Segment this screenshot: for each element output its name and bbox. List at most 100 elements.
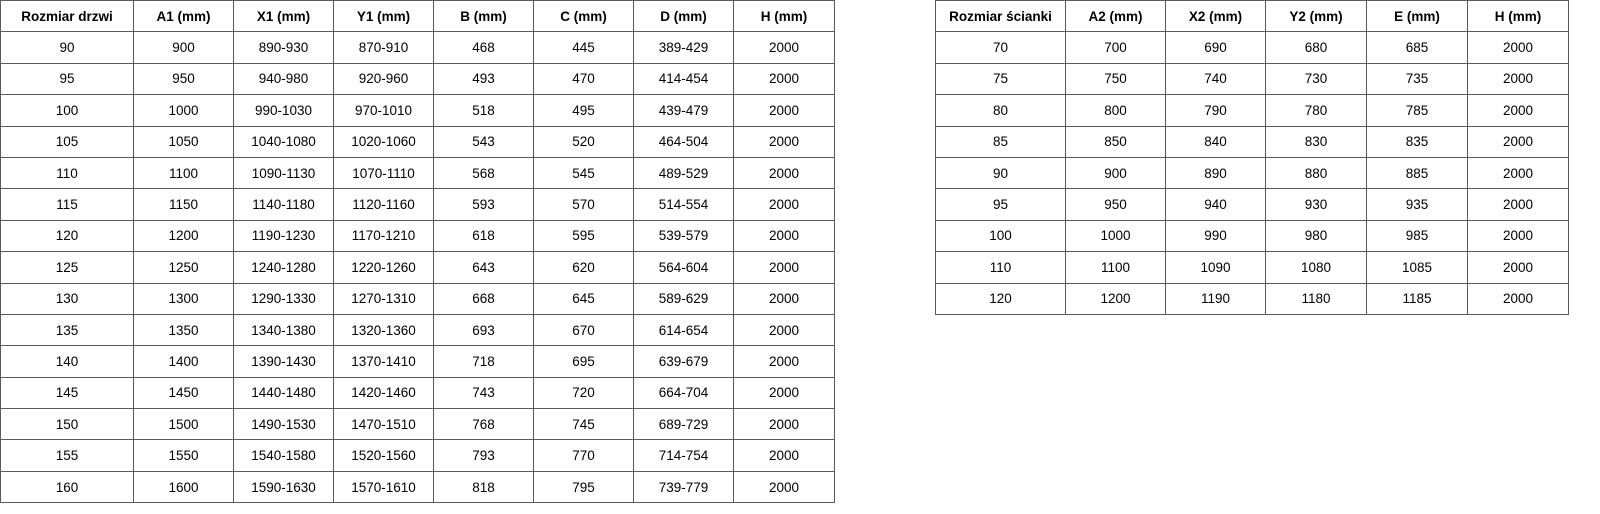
table-cell: 493: [433, 62, 534, 96]
table-cell: 1070-1110: [333, 156, 434, 190]
table-cell: 95: [0, 62, 134, 96]
table-cell: 389-429: [633, 31, 734, 64]
door-size-table: Rozmiar drzwi A1 (mm) X1 (mm) Y1 (mm) B (mm)…: [0, 0, 835, 504]
table-cell: 140: [0, 345, 134, 378]
table-cell: 75: [935, 62, 1066, 96]
table-cell: 885: [1366, 156, 1468, 190]
table-cell: 1150: [133, 188, 234, 221]
table-cell: 2000: [733, 125, 835, 158]
table-cell: 520: [533, 125, 634, 158]
table-cell: 2000: [1467, 282, 1569, 315]
table-cell: 1570-1610: [333, 470, 434, 504]
table-row: 70 700 690 680 685 2000: [935, 31, 1569, 64]
table-cell: 2000: [1467, 94, 1569, 127]
table-row: 90 900 890-930 870-910 468 445 389-429 2000: [0, 31, 835, 64]
table-row: 105 1050 1040-1080 1020-1060 543 520 464-504 20…: [0, 125, 835, 158]
table-cell: 890-930: [233, 31, 334, 64]
table-cell: 790: [1165, 94, 1266, 127]
table-cell: 568: [433, 156, 534, 190]
table-cell: 2000: [1467, 125, 1569, 158]
table-cell: 1085: [1366, 251, 1468, 284]
table-row: 95 950 940-980 920-960 493 470 414-454 2000: [0, 62, 835, 96]
table-row: 115 1150 1140-1180 1120-1160 593 570 514-554 20…: [0, 188, 835, 221]
table-cell: 95: [935, 188, 1066, 221]
table-cell: 1185: [1366, 282, 1468, 315]
table-cell: 2000: [1467, 219, 1569, 253]
table-cell: 1440-1480: [233, 376, 334, 410]
table-cell: 2000: [733, 313, 835, 347]
table-cell: 2000: [733, 376, 835, 410]
table-cell: 1350: [133, 313, 234, 347]
table-cell: 2000: [733, 94, 835, 127]
table-cell: 1300: [133, 282, 234, 315]
column-header: E (mm): [1366, 0, 1468, 33]
table-cell: 414-454: [633, 62, 734, 96]
table-cell: 150: [0, 408, 134, 441]
table-row: 135 1350 1340-1380 1320-1360 693 670 614-654 20…: [0, 313, 835, 347]
table-row: 120 1200 1190-1230 1170-1210 618 595 539-579 20…: [0, 219, 835, 253]
table-row: 110 1100 1090-1130 1070-1110 568 545 489-529 20…: [0, 156, 835, 190]
table-cell: 1240-1280: [233, 251, 334, 284]
table-cell: 835: [1366, 125, 1468, 158]
table-cell: 1540-1580: [233, 439, 334, 472]
table-row: 110 1100 1090 1080 1085 2000: [935, 251, 1569, 284]
column-header: X2 (mm): [1165, 0, 1266, 33]
table-row: 100 1000 990-1030 970-1010 518 495 439-479 2000: [0, 94, 835, 127]
table-cell: 1520-1560: [333, 439, 434, 472]
table-cell: 100: [0, 94, 134, 127]
table-cell: 900: [1065, 156, 1166, 190]
table-cell: 2000: [733, 282, 835, 315]
table-cell: 693: [433, 313, 534, 347]
table-cell: 770: [533, 439, 634, 472]
table-cell: 539-579: [633, 219, 734, 253]
table-cell: 1320-1360: [333, 313, 434, 347]
table-row: 140 1400 1390-1430 1370-1410 718 695 639-679 20…: [0, 345, 835, 378]
table-cell: 718: [433, 345, 534, 378]
table-cell: 518: [433, 94, 534, 127]
table-cell: 739-779: [633, 470, 734, 504]
table-cell: 1590-1630: [233, 470, 334, 504]
table-cell: 785: [1366, 94, 1468, 127]
table-row: 85 850 840 830 835 2000: [935, 125, 1569, 158]
table-cell: 543: [433, 125, 534, 158]
table-cell: 880: [1265, 156, 1367, 190]
table-cell: 795: [533, 470, 634, 504]
table-cell: 1490-1530: [233, 408, 334, 441]
table-cell: 80: [935, 94, 1066, 127]
table-row: 100 1000 990 980 985 2000: [935, 219, 1569, 253]
table-cell: 1370-1410: [333, 345, 434, 378]
table-cell: 115: [0, 188, 134, 221]
table-cell: 570: [533, 188, 634, 221]
table-cell: 990-1030: [233, 94, 334, 127]
table-cell: 470: [533, 62, 634, 96]
column-header: B (mm): [433, 0, 534, 33]
table-cell: 1190: [1165, 282, 1266, 315]
table-cell: 818: [433, 470, 534, 504]
table-cell: 2000: [1467, 156, 1569, 190]
table-cell: 800: [1065, 94, 1166, 127]
table-cell: 468: [433, 31, 534, 64]
table-cell: 730: [1265, 62, 1367, 96]
table-cell: 1100: [133, 156, 234, 190]
table-cell: 595: [533, 219, 634, 253]
column-header: Rozmiar ścianki: [935, 0, 1066, 33]
table-cell: 670: [533, 313, 634, 347]
table-cell: 620: [533, 251, 634, 284]
table-cell: 1450: [133, 376, 234, 410]
table-row: 80 800 790 780 785 2000: [935, 94, 1569, 127]
table-cell: 639-679: [633, 345, 734, 378]
table-cell: 439-479: [633, 94, 734, 127]
table-cell: 70: [935, 31, 1066, 64]
table-cell: 160: [0, 470, 134, 504]
table-cell: 514-554: [633, 188, 734, 221]
table-cell: 1270-1310: [333, 282, 434, 315]
table-cell: 85: [935, 125, 1066, 158]
table-cell: 1400: [133, 345, 234, 378]
table-row: 120 1200 1190 1180 1185 2000: [935, 282, 1569, 315]
table-cell: 970-1010: [333, 94, 434, 127]
table-cell: 745: [533, 408, 634, 441]
table-cell: 1200: [133, 219, 234, 253]
table-cell: 1120-1160: [333, 188, 434, 221]
table-cell: 920-960: [333, 62, 434, 96]
table-cell: 740: [1165, 62, 1266, 96]
